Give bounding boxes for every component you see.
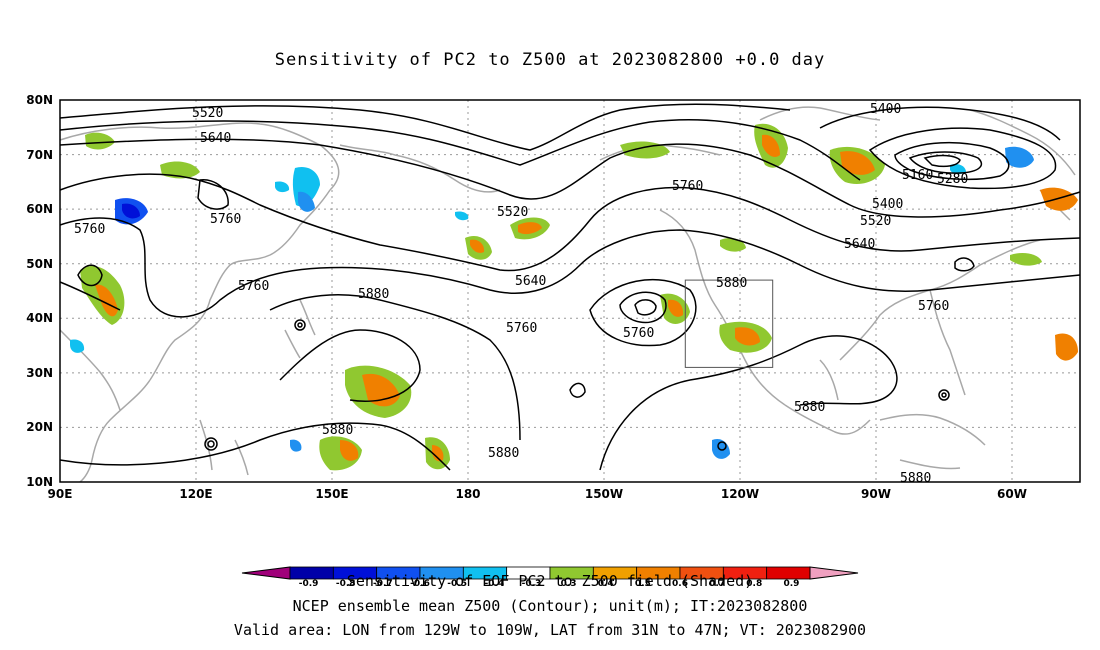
contour-label: 5400 [870, 102, 901, 117]
colorbar: -0.9 -0.8 -0.7 -0.6 -0.5 -0.4 -0.3 0.3 0.4 0.5 0.6… [241, 566, 859, 589]
contour-label: 5640 [844, 237, 875, 252]
contour-label: 5880 [716, 276, 747, 291]
contour-label: 5760 [210, 212, 241, 227]
grid-lines [60, 100, 1080, 482]
contour-label: 5760 [74, 222, 105, 237]
colorbar-tick-label: 0.3 [561, 579, 577, 589]
lon-label: 120W [721, 487, 759, 501]
caption-line-1: NCEP ensemble mean Z500 (Contour); unit(… [292, 597, 808, 615]
latitude-labels: 80N 70N 60N 50N 40N 30N 20N 10N [26, 93, 53, 489]
contour-label: 5760 [672, 179, 703, 194]
plot-frame [59, 99, 1081, 483]
lon-label: 150E [315, 487, 348, 501]
colorbar-tick-label: -0.3 [522, 579, 542, 589]
caption-line-2: Valid area: LON from 129W to 109W, LAT f… [233, 621, 867, 639]
colorbar-label: Sensitivity of EOF PC2 to Z500 field (Sh… [346, 572, 754, 590]
contour-label: 5760 [623, 326, 654, 341]
contour-label: 5400 [872, 197, 903, 212]
contour-label: 5760 [918, 299, 949, 314]
colorbar-tick-label: -0.8 [336, 579, 356, 589]
lat-label: 10N [26, 475, 53, 489]
lon-label: 180 [455, 487, 480, 501]
colorbar-tick-label: 0.5 [635, 579, 651, 589]
contour-label: 5880 [488, 446, 519, 461]
lat-label: 60N [26, 202, 53, 216]
map-title: Sensitivity of PC2 to Z500 at 2023082800… [274, 50, 826, 70]
lon-label: 90W [861, 487, 891, 501]
longitude-labels: 90E 120E 150E 180 150W 120W 90W 60W [48, 487, 1027, 501]
colorbar-tick-label: -0.6 [410, 579, 430, 589]
coastlines [59, 106, 1076, 483]
z500-contours [59, 103, 1081, 471]
colorbar-end-right [809, 566, 859, 580]
contour-label: 5520 [497, 205, 528, 220]
colorbar-tick-label: -0.7 [373, 579, 393, 589]
contour-label: 5760 [238, 279, 269, 294]
colorbar-tick-label: 0.7 [709, 579, 725, 589]
colorbar-tick-label: 0.9 [783, 579, 799, 589]
colorbar-cells [289, 566, 811, 580]
contour-label: 5520 [192, 106, 223, 121]
plot-area: 5400 5520 5640 5760 5760 5760 5760 5880 … [59, 99, 1081, 486]
contour-label: 5880 [794, 400, 825, 415]
lat-label: 20N [26, 420, 53, 434]
shaded-sensitivity [70, 123, 1078, 471]
contour-label: 5880 [358, 287, 389, 302]
contour-label: 5520 [860, 214, 891, 229]
lat-label: 80N [26, 93, 53, 107]
colorbar-tick-label: 0.8 [746, 579, 762, 589]
contour-label: 5640 [200, 131, 231, 146]
colorbar-tick-label: -0.9 [299, 579, 319, 589]
colorbar-ticks: -0.9 -0.8 -0.7 -0.6 -0.5 -0.4 -0.3 0.3 0.4 0.5 0.6… [299, 579, 800, 589]
lat-label: 70N [26, 148, 53, 162]
contour-label: 5640 [515, 274, 546, 289]
contour-label: 5280 [937, 172, 968, 187]
colorbar-tick-label: 0.6 [672, 579, 688, 589]
colorbar-tick-label: -0.4 [484, 579, 504, 589]
colorbar-tick-label: -0.5 [447, 579, 467, 589]
valid-area-box [684, 279, 774, 368]
lon-label: 150W [585, 487, 623, 501]
lat-label: 40N [26, 311, 53, 325]
lon-label: 60W [997, 487, 1027, 501]
lat-label: 50N [26, 257, 53, 271]
contour-label: 5160 [902, 168, 933, 183]
colorbar-tick-label: 0.4 [598, 579, 614, 589]
contour-label: 5880 [900, 471, 931, 486]
lon-label: 90E [48, 487, 73, 501]
contour-label: 5760 [506, 321, 537, 336]
lon-label: 120E [179, 487, 212, 501]
contour-labels: 5400 5520 5640 5760 5760 5760 5760 5880 … [74, 102, 968, 486]
lat-label: 30N [26, 366, 53, 380]
contour-label: 5880 [322, 423, 353, 438]
